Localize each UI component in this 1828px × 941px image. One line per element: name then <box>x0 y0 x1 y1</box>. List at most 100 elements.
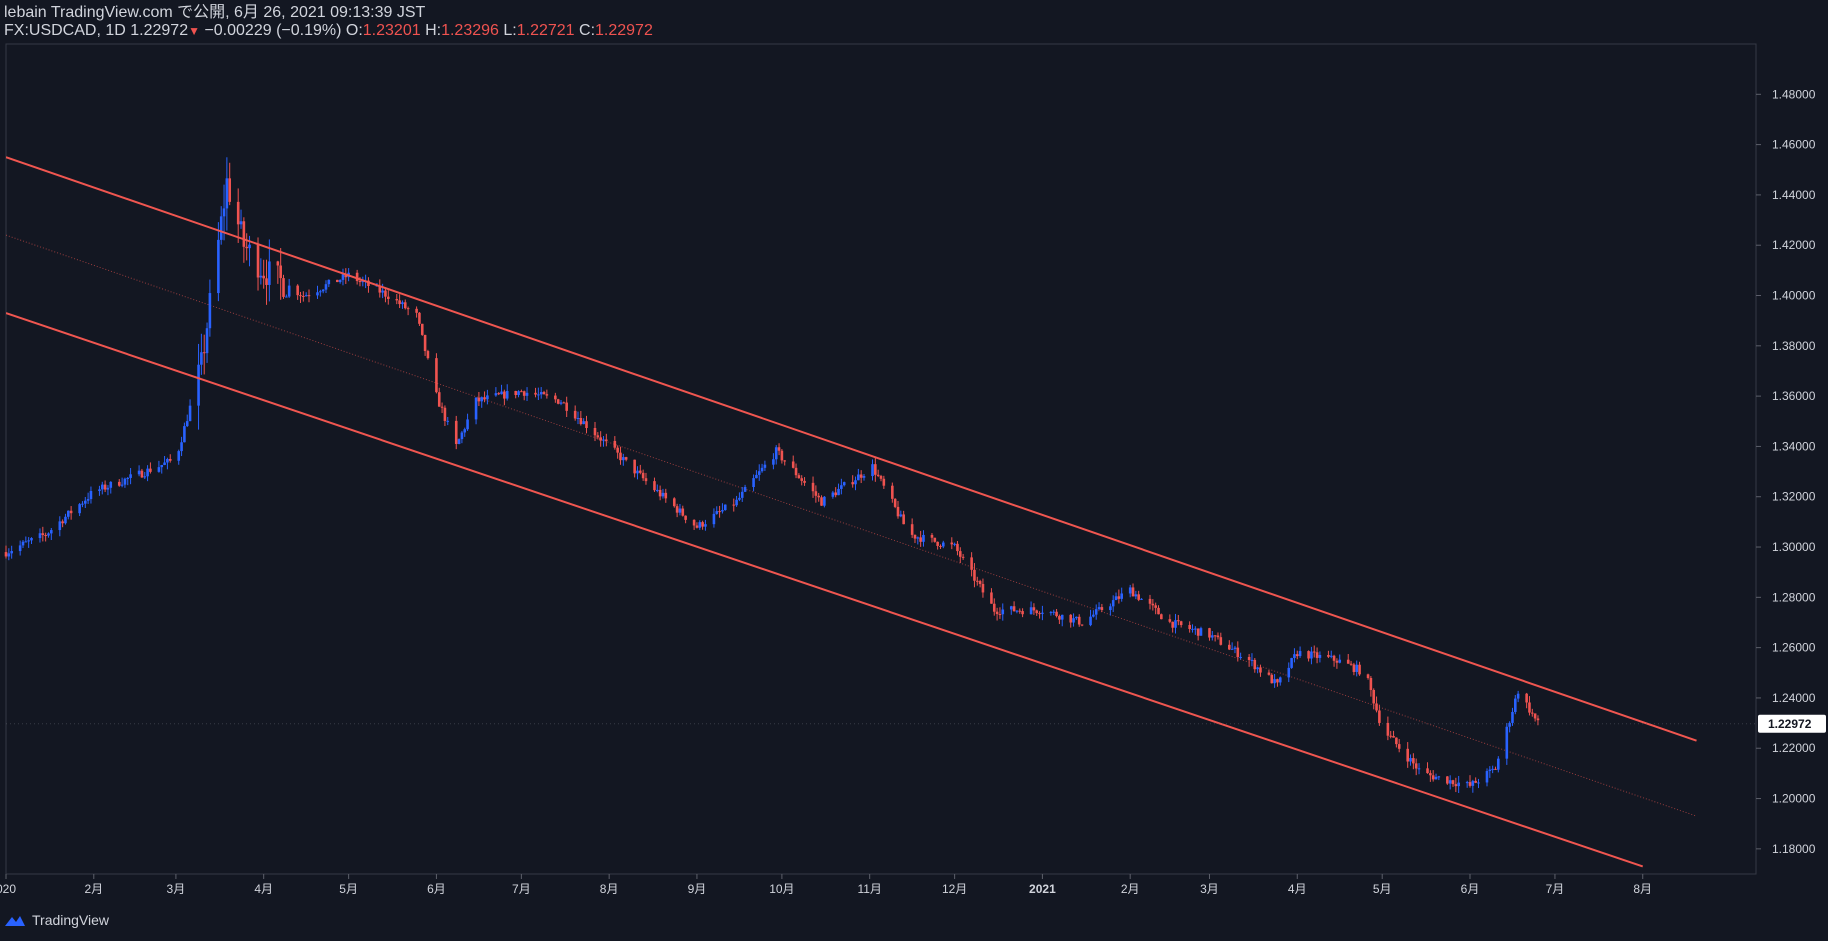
candle-body <box>443 407 447 421</box>
candle-body <box>486 395 489 400</box>
candle-body <box>1474 780 1477 783</box>
change-label: −0.00229 (−0.19%) <box>204 22 342 39</box>
candle-body <box>879 475 883 479</box>
candle-body <box>78 504 81 514</box>
candle-body <box>381 290 384 293</box>
candle-body <box>259 275 263 278</box>
candle-body <box>200 352 203 365</box>
candle-body <box>324 284 328 290</box>
candle-body <box>217 239 220 294</box>
candle-body <box>593 428 597 436</box>
candle-body <box>1310 651 1313 659</box>
candle-body <box>1312 651 1316 653</box>
candle-body <box>1109 606 1112 611</box>
y-tick-label: 1.32000 <box>1772 490 1816 504</box>
candle-body <box>723 504 727 511</box>
candle-body <box>1358 664 1361 675</box>
x-tick-label: 7月 <box>512 882 531 896</box>
x-tick-label: 8月 <box>600 882 619 896</box>
x-tick-label: 6月 <box>427 882 446 896</box>
candle-body <box>1338 659 1342 663</box>
candle-body <box>208 293 212 329</box>
candle-body <box>763 464 767 468</box>
candle-body <box>537 394 540 396</box>
y-tick-label: 1.20000 <box>1772 792 1816 806</box>
candle-body <box>1236 647 1240 658</box>
candle-body <box>500 391 503 395</box>
regression-channel[interactable] <box>6 156 1697 868</box>
footer-brand[interactable]: TradingView <box>4 912 109 928</box>
candle-body <box>998 614 1002 616</box>
candle-body <box>299 295 302 297</box>
candle-body <box>1290 658 1293 668</box>
candle-body <box>539 392 543 395</box>
candle-body <box>262 275 265 279</box>
ohlc-line: FX:USDCAD, 1D 1.22972▼ −0.00229 (−0.19%)… <box>4 22 653 40</box>
candle-body <box>857 474 860 481</box>
x-tick-label: 5月 <box>339 882 358 896</box>
symbol-label[interactable]: FX:USDCAD, 1D <box>4 22 126 39</box>
candle-body <box>180 442 183 452</box>
candle-body <box>1471 780 1475 786</box>
candle-body <box>446 420 450 422</box>
candle-body <box>534 392 537 395</box>
candle-body <box>774 447 778 460</box>
candle-body <box>1137 594 1140 600</box>
candle-body <box>1412 758 1415 764</box>
candle-body <box>1128 587 1132 594</box>
chart-header: lebain TradingView.com で公開, 6月 26, 2021 … <box>4 4 653 40</box>
candle-body <box>1465 782 1469 784</box>
candle-body <box>30 538 33 541</box>
tradingview-logo-icon <box>5 916 25 926</box>
candle-body <box>636 470 639 474</box>
candle-body <box>939 545 942 547</box>
candle-body <box>831 492 835 497</box>
candle-body <box>1117 596 1121 599</box>
candle-body <box>704 524 707 527</box>
candle-body <box>695 525 699 528</box>
candle-body <box>27 540 30 542</box>
channel-mid-line <box>6 234 1697 817</box>
candle-body <box>137 470 141 475</box>
candle-body <box>157 467 161 472</box>
candle-body <box>1329 655 1333 657</box>
candle-body <box>166 458 169 463</box>
candle-body <box>820 497 823 506</box>
candle-body <box>1114 596 1118 601</box>
candle-body <box>772 459 775 465</box>
candle-body <box>384 290 387 297</box>
x-tick-label: 4月 <box>254 882 273 896</box>
y-tick-label: 1.42000 <box>1772 238 1816 252</box>
candle-body <box>440 406 444 408</box>
candle-body <box>457 439 461 444</box>
candle-body <box>1060 614 1064 620</box>
candle-body <box>783 460 787 462</box>
candle-body <box>279 265 282 279</box>
x-tick-label: 11月 <box>857 882 881 896</box>
candle-body <box>103 484 107 490</box>
candle-body <box>483 397 486 400</box>
candle-body <box>871 464 874 477</box>
candle-body <box>1219 637 1223 645</box>
publish-line: lebain TradingView.com で公開, 6月 26, 2021 … <box>4 4 426 21</box>
time-axis[interactable]: 020 2月 3月 4月 5月 6月 7月 8月 9月 10月 11月 12月 2021 2月 3月 4月 5月… <box>0 874 1652 896</box>
candle-body <box>83 500 87 504</box>
candle-body <box>282 278 285 297</box>
candle-body <box>919 537 922 542</box>
candle-body <box>188 405 192 422</box>
candle-body <box>21 541 25 546</box>
x-tick-label: 9月 <box>688 882 707 896</box>
candle-body <box>913 534 917 539</box>
candle-body <box>958 551 962 557</box>
candle-body <box>1009 606 1013 610</box>
candle-body <box>146 468 149 477</box>
candle-body <box>477 397 481 402</box>
candle-body <box>304 295 308 297</box>
candle-body <box>1446 776 1449 784</box>
candle-body <box>140 470 144 478</box>
candle-body <box>1253 659 1257 670</box>
x-tick-label: 2021 <box>1029 882 1056 896</box>
candle-body <box>791 461 795 468</box>
price-axis[interactable]: 1.48000 1.46000 1.44000 1.42000 1.40000 1.380… <box>1756 87 1816 856</box>
